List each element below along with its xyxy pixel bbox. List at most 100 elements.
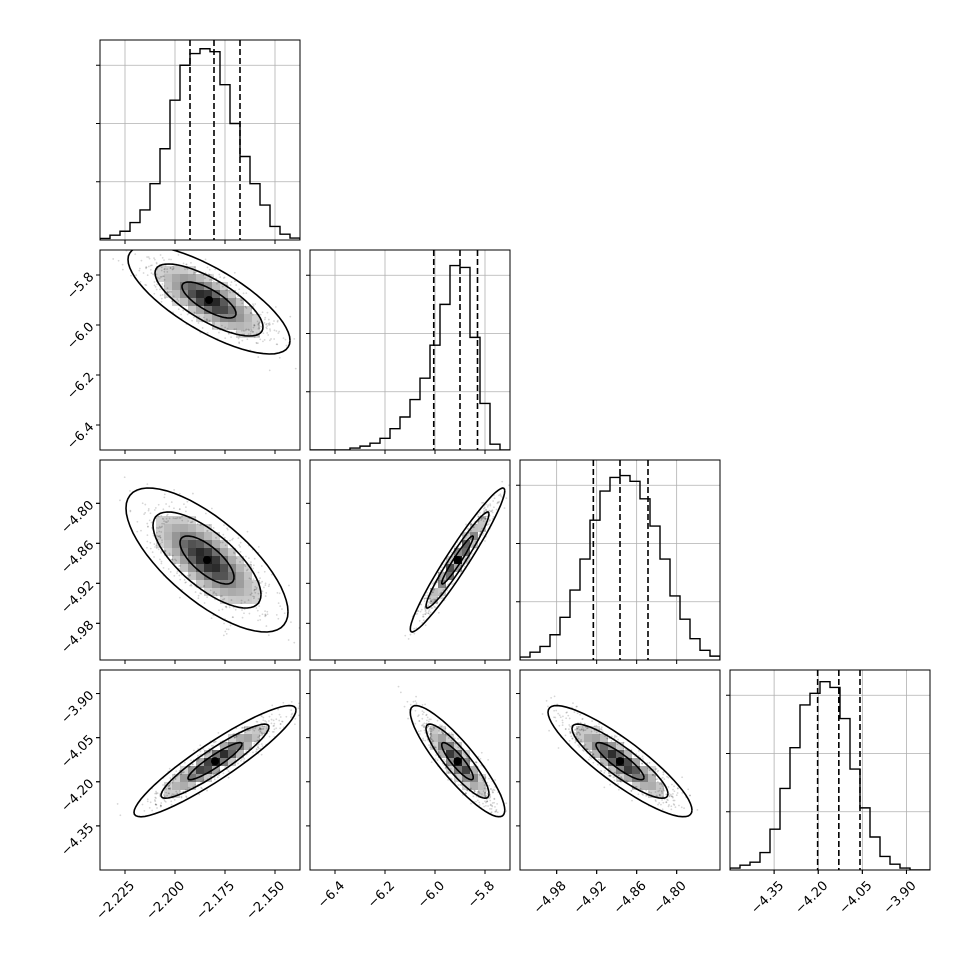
sample-point bbox=[430, 732, 432, 735]
sample-point bbox=[655, 794, 658, 797]
sample-point bbox=[492, 500, 495, 502]
sample-point bbox=[164, 550, 167, 552]
sample-point bbox=[216, 771, 219, 773]
sample-point bbox=[431, 591, 434, 594]
sample-point bbox=[464, 753, 467, 756]
density-cell bbox=[188, 266, 196, 274]
sample-point bbox=[424, 607, 426, 610]
sample-point bbox=[482, 507, 485, 510]
sample-point bbox=[606, 738, 609, 740]
sample-point bbox=[155, 792, 158, 795]
sample-point bbox=[186, 313, 189, 316]
density-cell bbox=[204, 758, 212, 766]
sample-point bbox=[569, 731, 572, 734]
sample-point bbox=[171, 781, 174, 784]
sample-point bbox=[282, 701, 285, 704]
sample-point bbox=[259, 728, 262, 730]
sample-point bbox=[666, 775, 668, 778]
sample-point bbox=[153, 292, 156, 295]
sample-point bbox=[433, 599, 436, 602]
sample-point bbox=[482, 532, 485, 535]
sample-point bbox=[265, 625, 268, 627]
sample-point bbox=[285, 344, 288, 347]
sample-point bbox=[220, 595, 223, 597]
density-cell bbox=[172, 524, 180, 532]
sample-point bbox=[188, 765, 191, 768]
sample-point bbox=[625, 779, 628, 782]
sample-point bbox=[183, 503, 185, 506]
sample-point bbox=[435, 746, 437, 749]
sample-point bbox=[412, 700, 415, 703]
sample-point bbox=[146, 798, 149, 801]
sample-point bbox=[214, 268, 217, 271]
sample-point bbox=[435, 602, 438, 605]
sample-point bbox=[630, 749, 633, 751]
density-cell bbox=[212, 572, 220, 580]
sample-point bbox=[442, 732, 444, 734]
sample-point bbox=[428, 729, 431, 732]
sample-point bbox=[431, 582, 434, 585]
density-cell bbox=[430, 588, 438, 596]
sample-point bbox=[470, 802, 472, 805]
density-cell bbox=[204, 588, 212, 596]
density-cell bbox=[244, 726, 252, 734]
sample-point bbox=[289, 315, 292, 318]
histogram-p3 bbox=[730, 680, 930, 870]
density-cell bbox=[204, 532, 212, 540]
sample-point bbox=[489, 803, 492, 806]
sample-point bbox=[275, 343, 278, 346]
sample-point bbox=[437, 611, 440, 614]
sample-point bbox=[478, 772, 481, 775]
density-cell bbox=[204, 306, 212, 314]
sample-point bbox=[241, 726, 244, 729]
sample-point bbox=[264, 613, 267, 616]
sample-point bbox=[414, 700, 417, 703]
sample-point bbox=[164, 801, 167, 803]
density-cell bbox=[180, 774, 188, 782]
density-cell bbox=[180, 516, 188, 524]
density-cell bbox=[164, 274, 172, 282]
sample-point bbox=[681, 776, 684, 779]
sample-point bbox=[259, 730, 262, 733]
sample-point bbox=[499, 493, 502, 496]
histogram-p0 bbox=[100, 48, 300, 240]
sample-point bbox=[489, 788, 492, 790]
density-cell bbox=[172, 782, 180, 790]
sample-point bbox=[669, 794, 671, 797]
sample-point bbox=[663, 778, 666, 781]
density-cell bbox=[632, 758, 640, 766]
sample-point bbox=[150, 521, 153, 524]
sample-point bbox=[576, 705, 578, 708]
sample-point bbox=[481, 534, 484, 536]
density-cell bbox=[454, 742, 462, 750]
sample-point bbox=[230, 281, 233, 283]
sample-point bbox=[185, 263, 188, 266]
sample-point bbox=[481, 501, 483, 504]
sample-point bbox=[212, 773, 215, 776]
sample-point bbox=[574, 731, 576, 734]
sample-point bbox=[437, 750, 440, 753]
sample-point bbox=[204, 512, 207, 515]
sample-point bbox=[199, 750, 202, 753]
sample-point bbox=[461, 780, 464, 782]
sample-point bbox=[211, 773, 214, 776]
sample-point bbox=[240, 299, 243, 302]
sample-point bbox=[241, 559, 244, 561]
sample-point bbox=[263, 338, 266, 341]
sample-point bbox=[472, 795, 475, 798]
density-cell bbox=[188, 524, 196, 532]
density-cell bbox=[212, 580, 220, 588]
sample-point bbox=[234, 296, 237, 299]
sample-point bbox=[294, 723, 296, 726]
sample-point bbox=[505, 810, 507, 812]
sample-point bbox=[430, 730, 433, 732]
sample-point bbox=[488, 777, 490, 780]
sample-point bbox=[426, 716, 429, 719]
sample-point bbox=[604, 769, 606, 772]
sample-point bbox=[293, 337, 296, 340]
sample-point bbox=[673, 790, 676, 793]
sample-point bbox=[149, 268, 152, 271]
sample-point bbox=[138, 269, 141, 272]
sample-point bbox=[252, 304, 255, 307]
